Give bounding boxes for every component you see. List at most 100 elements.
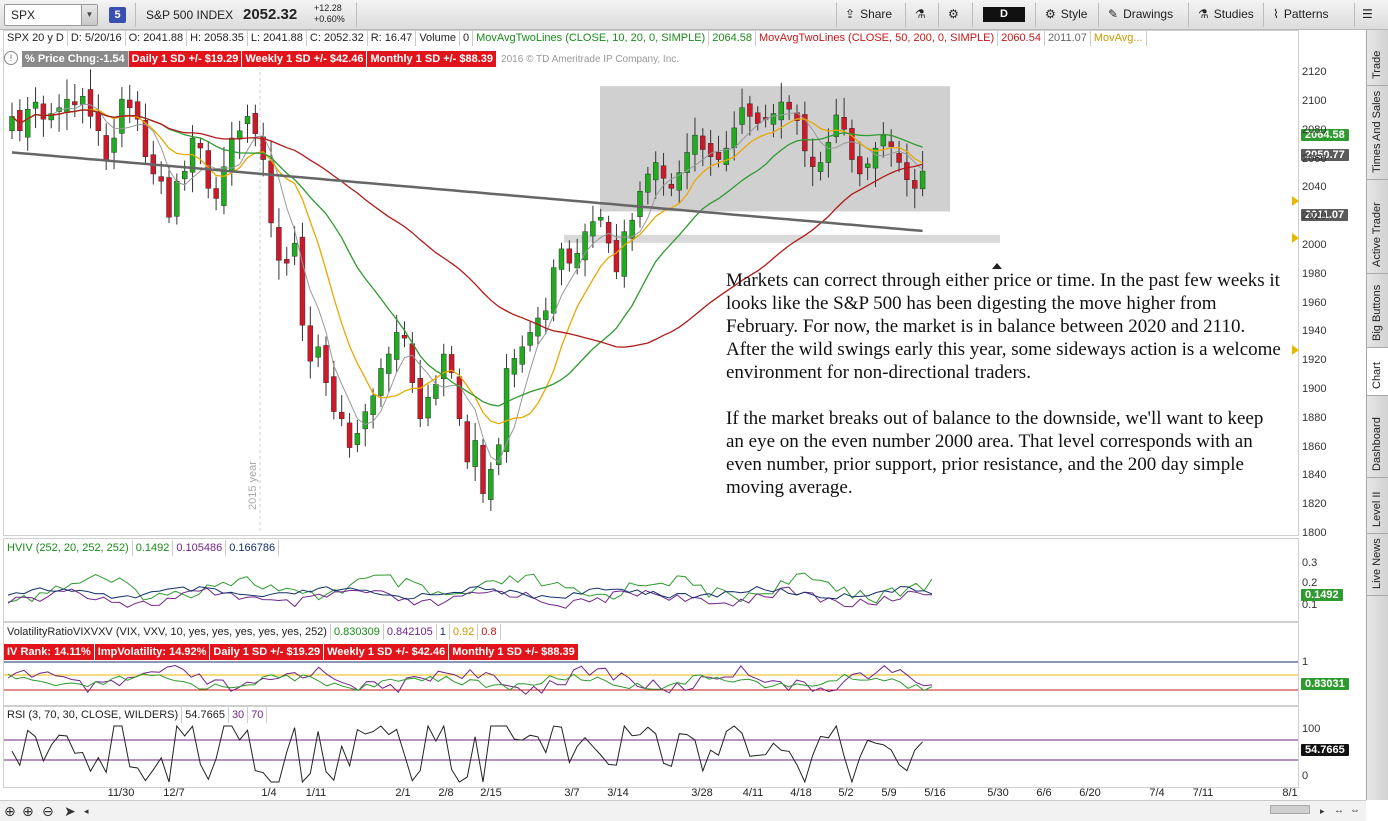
hviv-navy-line (7, 586, 933, 600)
candle-body (755, 112, 761, 124)
volratio-chart[interactable] (4, 652, 1298, 704)
alert-marker-icon[interactable] (1292, 196, 1299, 206)
rsi-line (11, 724, 923, 784)
zoom-in-icon[interactable]: ⊕ (22, 803, 34, 819)
fit-icon[interactable]: ⇔ (1350, 805, 1360, 816)
menu-button[interactable]: ☰ (1362, 7, 1378, 21)
text-handle-icon[interactable] (992, 263, 1002, 269)
hviv-value-badge: 0.1492 (1301, 589, 1343, 601)
candle-body (276, 227, 282, 261)
rsi-chart[interactable] (4, 724, 1298, 786)
share-button[interactable]: ⇪ Share (845, 7, 892, 21)
instrument-name: S&P 500 INDEX (146, 8, 234, 22)
side-tab-trade[interactable]: Trade (1367, 30, 1388, 86)
info-icon[interactable]: ! (4, 51, 18, 65)
candle-body (511, 358, 518, 375)
alert-marker-icon[interactable] (1292, 233, 1299, 243)
symbol-input[interactable]: SPX ▼ (4, 4, 98, 26)
patterns-icon: ⌇ (1273, 7, 1279, 21)
horizontal-scrollbar[interactable] (1270, 805, 1310, 814)
top-toolbar: SPX ▼ 5 S&P 500 INDEX 2052.32 +12.28 +0.… (0, 0, 1388, 30)
pencil-icon: ✎ (1108, 7, 1119, 21)
toolbar-divider (1263, 3, 1264, 27)
ma-short-label[interactable]: MovAvgTwoLines (CLOSE, 10, 20, 0, SIMPLE… (473, 30, 710, 46)
aggregation-period-button[interactable]: D (983, 7, 1025, 22)
candle-body (503, 368, 510, 452)
hviv-label[interactable]: HVIV (252, 20, 252, 252) (4, 540, 133, 556)
side-tab-times-and-sales[interactable]: Times And Sales (1367, 86, 1388, 180)
ma-long-label[interactable]: MovAvgTwoLines (CLOSE, 50, 200, 0, SIMPL… (756, 30, 999, 46)
time-axis-tick: 1/4 (261, 787, 277, 799)
expand-icon[interactable]: ↔ (1334, 805, 1344, 816)
candle-body (448, 354, 455, 373)
patterns-button[interactable]: ⌇ Patterns (1273, 7, 1329, 21)
zoom-out-icon[interactable]: ⊖ (42, 803, 54, 819)
cursor-icon[interactable]: ➤ (64, 803, 76, 819)
side-tab-level-ii[interactable]: Level II (1367, 478, 1388, 534)
candle-body (142, 120, 149, 157)
bar-open: O: 2041.88 (126, 30, 188, 46)
balance-zone (600, 86, 950, 212)
candle-body (700, 135, 706, 150)
change-box: +12.28 +0.60% (314, 3, 345, 25)
candle-body (401, 335, 408, 339)
side-tab-live-news[interactable]: Live News (1367, 534, 1388, 596)
side-tab-active-trader[interactable]: Active Trader (1367, 180, 1388, 274)
scroll-right-icon[interactable]: ▸ (1320, 806, 1325, 816)
hviv-panel[interactable] (3, 538, 1299, 622)
studies-button[interactable]: ⚗ Studies (1198, 7, 1254, 21)
patterns-label: Patterns (1283, 7, 1329, 21)
pan-icon[interactable]: ⊕ (4, 803, 16, 819)
time-axis-tick: 1/11 (305, 787, 327, 799)
volratio-value-4: 0.92 (450, 624, 479, 640)
side-tabs: Trade Times And Sales Active Trader Big But… (1366, 30, 1388, 800)
side-tab-label: Big Buttons (1371, 284, 1383, 341)
time-axis-tick: 5/9 (881, 787, 897, 799)
candle-body (833, 114, 839, 137)
bar-close: C: 2052.32 (307, 30, 368, 46)
hviv-chart[interactable] (4, 558, 1298, 620)
candle-body (660, 165, 667, 179)
flask-button[interactable]: ⚗ (915, 7, 931, 21)
rsi-lower: 30 (229, 707, 249, 723)
candle-body (535, 317, 541, 337)
candle-body (315, 346, 321, 358)
candle-body (872, 147, 879, 169)
link-group-badge[interactable]: 5 (109, 7, 126, 23)
side-tab-chart[interactable]: Chart (1367, 348, 1388, 396)
drawings-button[interactable]: ✎ Drawings (1108, 7, 1173, 21)
candle-body (127, 99, 133, 108)
candle-body (362, 411, 368, 430)
price-axis-tick: 2080 (1302, 123, 1327, 136)
price-panel[interactable] (3, 30, 1299, 536)
volratio-value-1: 0.830309 (331, 624, 384, 640)
side-tab-big-buttons[interactable]: Big Buttons (1367, 274, 1388, 348)
candle-body (252, 112, 259, 134)
alert-marker-icon[interactable] (1292, 345, 1299, 355)
volratio-value-2: 0.842105 (384, 624, 437, 640)
rsi-panel[interactable] (3, 706, 1299, 788)
candle-body (72, 101, 78, 106)
volratio-label[interactable]: VolatilityRatioVIXVXV (VIX, VXV, 10, yes… (4, 624, 331, 640)
candle-body (888, 141, 894, 147)
candle-body (158, 176, 164, 182)
settings-button[interactable]: ⚙ (948, 7, 964, 21)
side-tab-label: Times And Sales (1371, 90, 1383, 173)
volratio-panel[interactable] (3, 622, 1299, 706)
time-axis-tick: 6/20 (1079, 787, 1101, 799)
chart-area[interactable]: SPX 20 y D D: 5/20/16 O: 2041.88 H: 2058.35… (0, 30, 1366, 800)
candle-body (488, 469, 494, 500)
symbol-dropdown-button[interactable]: ▼ (81, 5, 97, 25)
side-tab-dashboard[interactable]: Dashboard (1367, 396, 1388, 478)
price-chart[interactable] (4, 66, 1298, 534)
style-button[interactable]: ⚙ Style (1045, 7, 1087, 21)
candle-body (472, 440, 478, 467)
copyright-text: 2016 © TD Ameritrade IP Company, Inc. (501, 54, 680, 65)
ma-more-label[interactable]: MovAvg... (1091, 30, 1147, 46)
price-axis-tick: 1940 (1302, 325, 1327, 338)
candle-body (386, 353, 392, 374)
rsi-label[interactable]: RSI (3, 70, 30, CLOSE, WILDERS) (4, 707, 183, 723)
time-axis-tick: 7/11 (1192, 787, 1214, 799)
scroll-left-icon[interactable]: ◂ (84, 806, 89, 816)
candle-body (464, 421, 470, 463)
